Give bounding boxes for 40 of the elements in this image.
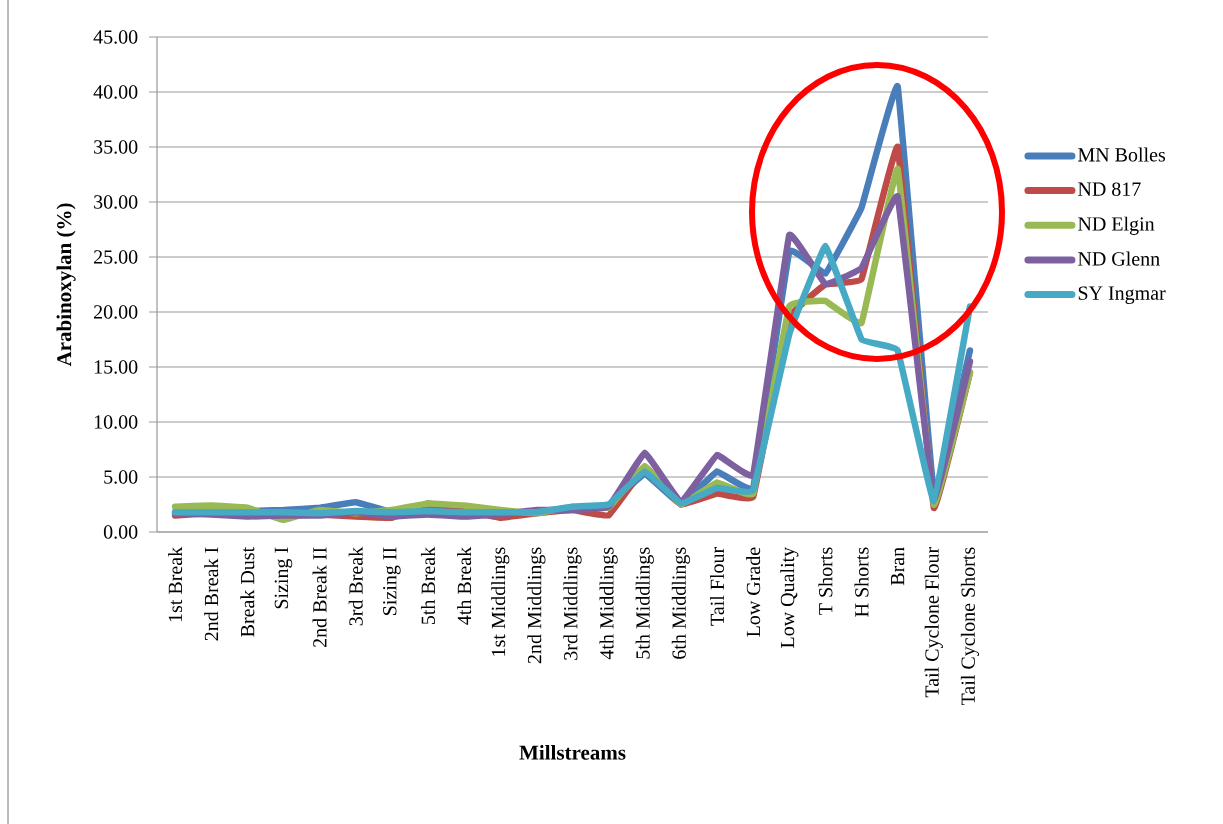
legend-label: SY Ingmar [1078,286,1166,304]
x-tick-label: 3rd Middlings [563,547,582,660]
x-tick-label: 2nd Break I [204,547,219,641]
y-tick-label: 0.00 [103,525,138,539]
x-tick-label: 2nd Middlings [527,547,546,664]
y-tick-label: 40.00 [93,85,138,99]
x-tick-label: 5th Middlings [635,547,654,659]
x-tick-label: T Shorts [818,547,833,615]
x-tick-label: 2nd Break II [312,547,327,648]
x-tick-label: 4th Break [457,546,472,625]
x-tick-label: Tail Flour [709,547,725,626]
legend-label: MN Bolles [1078,147,1166,162]
x-tick-label: Low Quality [780,546,799,648]
y-tick-label: 10.00 [94,415,138,429]
x-tick-label: 4th Middlings [599,547,618,660]
x-tick-label: 6th Middlings [671,547,690,659]
legend-label: ND 817 [1078,182,1141,196]
x-tick-label: Bran [891,547,905,586]
x-tick-label: 3rd Break [348,546,363,626]
x-tick-label: 5th Break [420,546,436,625]
y-tick-label: 45.00 [93,30,138,44]
y-tick-label: 30.00 [94,195,138,209]
x-tick-label: 1st Middlings [491,547,510,656]
x-tick-label: 1st Break [168,546,183,622]
y-tick-label: 25.00 [94,250,138,264]
legend-label: ND Elgin [1078,216,1155,235]
legend-label: ND Glenn [1078,251,1160,266]
x-tick-label: Break Dust [240,546,255,637]
x-tick-label: Sizing I [274,547,293,609]
y-tick-label: 5.00 [104,470,138,484]
y-tick-label: 20.00 [94,305,138,319]
x-tick-label: Tail Cyclone Flour [924,547,943,698]
y-tick-label: 15.00 [94,360,138,374]
y-axis-title: Arabinoxylan (%) [56,203,76,367]
x-axis-title: Millstreams [519,744,626,760]
x-tick-label: Sizing II [383,547,401,615]
y-tick-label: 35.00 [94,140,138,154]
x-tick-label: H Shorts [854,547,869,617]
x-tick-label: Tail Cyclone Shorts [960,547,980,706]
x-tick-label: Low Grade [746,547,761,637]
